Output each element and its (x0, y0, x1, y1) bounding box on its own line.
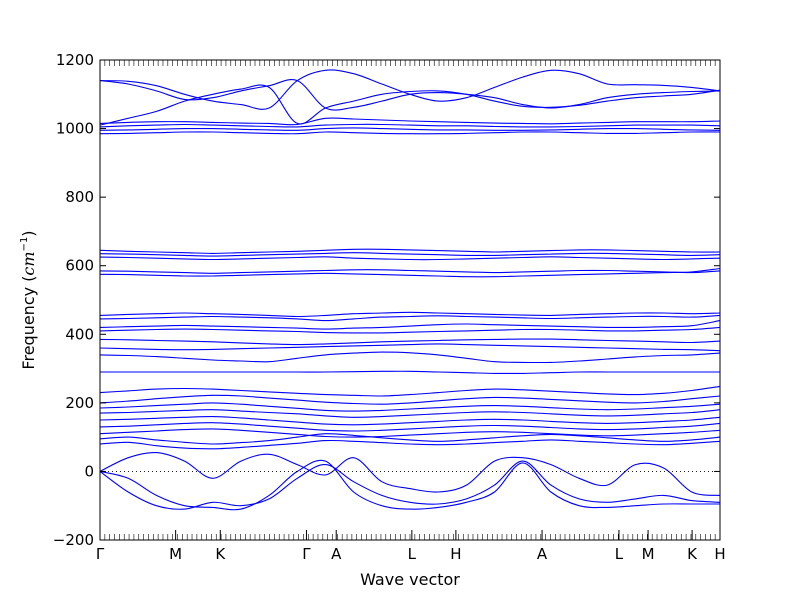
band-31 (99, 459, 720, 511)
band-29 (99, 451, 721, 496)
ytick-label: 1200 (56, 51, 94, 69)
band-10 (99, 269, 721, 274)
band-8 (99, 252, 721, 257)
x-axis-label: Wave vector (360, 570, 460, 589)
ytick-label: 200 (65, 394, 94, 412)
xtick-label: Γ (96, 545, 105, 563)
band-2 (99, 84, 721, 126)
band-12 (99, 311, 721, 318)
y-axis-label-math: cm (19, 251, 38, 275)
ytick-label: 600 (65, 257, 94, 275)
band-25 (99, 422, 721, 432)
y-axis-label-sup: −1 (19, 237, 30, 252)
ytick-label: −200 (53, 531, 94, 549)
band-30 (99, 460, 721, 510)
xtick-label: K (687, 545, 698, 563)
band-4 (99, 123, 721, 128)
band-5 (99, 127, 721, 131)
band-3 (99, 117, 721, 126)
band-28 (99, 439, 721, 450)
band-18 (99, 351, 721, 364)
band-24 (99, 416, 721, 426)
band-20 (99, 385, 721, 397)
band-23 (99, 409, 721, 418)
band-19 (100, 370, 720, 375)
plot-frame (99, 59, 721, 541)
ytick-label: 400 (65, 325, 94, 343)
yticks-layer: −200 0 200 400 600 800 1000 1200 (53, 51, 720, 549)
xtick-label: H (450, 545, 461, 563)
bands-layer (99, 69, 721, 511)
band-22 (99, 402, 721, 412)
band-13 (99, 314, 721, 322)
xtick-label: A (537, 545, 548, 563)
xtick-label: K (215, 545, 226, 563)
band-0 (99, 69, 721, 110)
xtick-label: M (642, 545, 655, 563)
xtick-label: L (615, 545, 624, 563)
ytick-label: 0 (84, 462, 94, 480)
band-27 (99, 433, 721, 445)
band-17 (99, 343, 721, 352)
ytick-label: 1000 (56, 120, 94, 138)
xtick-label: A (331, 545, 342, 563)
minor-ticks-layer (99, 60, 721, 540)
y-axis-label-close: ) (19, 230, 38, 236)
band-7 (99, 248, 721, 254)
band-15 (99, 326, 721, 334)
xtick-label: L (408, 545, 417, 563)
band-16 (99, 338, 721, 346)
band-9 (99, 256, 721, 261)
band-1 (99, 79, 721, 111)
y-axis-label-text: Frequency ( (19, 276, 38, 370)
ytick-label: 800 (65, 188, 94, 206)
band-21 (99, 394, 721, 405)
band-26 (99, 428, 721, 438)
xtick-label: H (714, 545, 725, 563)
band-14 (99, 320, 721, 330)
xtick-label: M (169, 545, 182, 563)
xtick-label: Γ (302, 545, 311, 563)
y-axis-label: Frequency (cm−1) (19, 230, 38, 369)
band-11 (99, 267, 721, 278)
band-6 (99, 131, 721, 135)
